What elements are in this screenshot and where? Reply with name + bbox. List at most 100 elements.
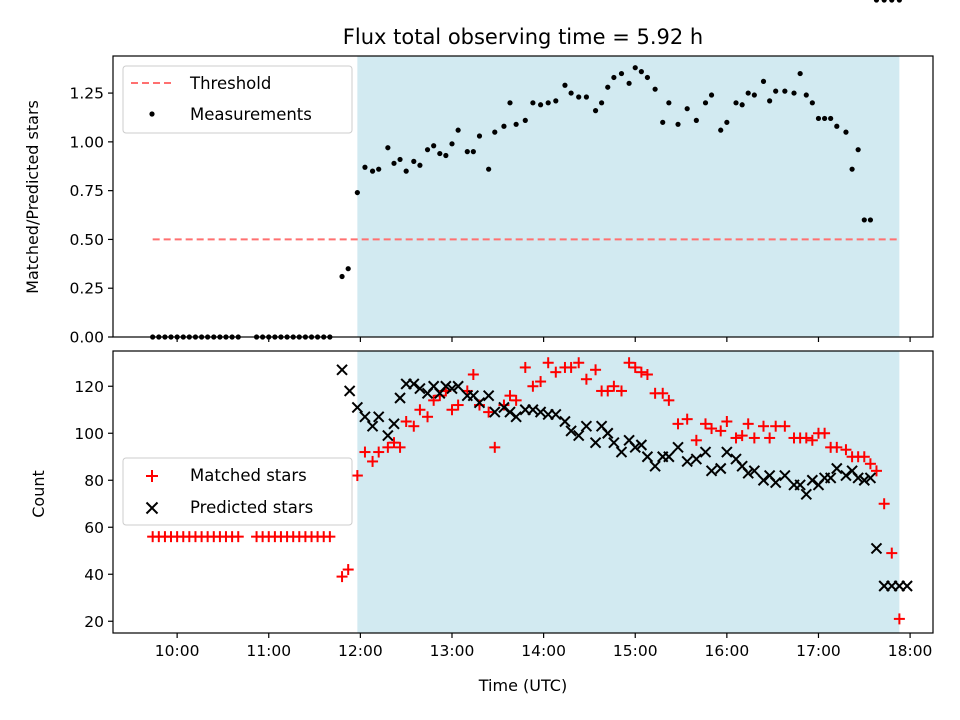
matched-star-point: [400, 416, 412, 427]
predicted-star-point: [580, 420, 593, 432]
measurement-point: [464, 149, 470, 155]
measurement-point: [411, 158, 417, 164]
matched-star-point: [428, 394, 440, 406]
measurement-point: [751, 92, 757, 98]
predicted-star-point: [757, 474, 770, 486]
matched-star-point: [663, 394, 675, 406]
measurement-point: [537, 102, 544, 108]
bottom-y-axis-label: Count: [29, 470, 48, 518]
predicted-stars-series: [336, 364, 913, 592]
matched-star-point: [483, 406, 495, 418]
measurement-point: [437, 150, 443, 157]
top-x-axis-ticks: [176, 337, 911, 342]
matched-star-point: [336, 571, 348, 583]
predicted-star-point: [641, 451, 654, 463]
predicted-star-point: [372, 411, 385, 423]
y-tick-label: 40: [84, 566, 104, 584]
measurement-point: [822, 115, 828, 122]
y-tick-label: 60: [84, 519, 104, 537]
matched-star-point: [608, 380, 620, 392]
predicted-star-point: [408, 378, 420, 390]
matched-star-point: [351, 470, 363, 482]
measurement-point: [369, 168, 376, 174]
predicted-star-point: [690, 453, 703, 465]
measurement-point: [733, 100, 739, 106]
measurement-point: [867, 217, 874, 223]
matched-star-point: [858, 451, 870, 463]
predicted-star-point: [446, 382, 458, 395]
measurement-point: [828, 115, 834, 122]
matched-star-point: [635, 366, 647, 378]
predicted-star-point: [663, 451, 675, 463]
predicted-star-point: [602, 427, 614, 439]
measurement-point: [618, 70, 625, 77]
matched-star-point: [715, 425, 727, 437]
matched-star-point: [324, 531, 336, 543]
measurement-point: [568, 90, 574, 96]
predicted-star-point: [649, 460, 661, 472]
predicted-star-point: [858, 474, 870, 486]
matched-star-point: [615, 385, 627, 397]
predicted-star-point: [608, 436, 620, 449]
measurement-point: [530, 100, 536, 106]
measurement-point: [470, 149, 476, 155]
measurement-point: [553, 98, 559, 104]
x-tick-label: 12:00: [338, 642, 383, 660]
predicted-stars-legend-swatch: [145, 501, 159, 515]
predicted-star-point: [864, 472, 877, 484]
measurement-point: [849, 166, 855, 172]
measurement-point: [576, 94, 582, 100]
matched-star-point: [510, 394, 522, 406]
predicted-star-point: [336, 364, 348, 376]
predicted-star-point: [343, 385, 356, 397]
predicted-star-point: [510, 411, 522, 423]
predicted-stars-legend-label: Predicted stars: [190, 498, 313, 517]
bottom-panel-frame: [112, 350, 934, 634]
measurement-point: [809, 100, 815, 106]
matched-star-point: [840, 444, 852, 456]
matched-star-point: [422, 411, 434, 423]
bottom-panel: 20 40 60 80 100 120 10:00 11:00 12:00 13:00 14:00…: [29, 350, 934, 695]
y-tick-label: 0.50: [69, 231, 104, 249]
observing-window-span: [357, 56, 900, 337]
y-tick-label: 0.25: [69, 280, 104, 298]
predicted-star-point: [572, 429, 585, 442]
x-tick-label: 16:00: [705, 642, 750, 660]
matched-star-point: [806, 434, 818, 446]
predicted-star-point: [769, 476, 782, 489]
matched-star-point: [232, 531, 244, 543]
measurement-point: [896, 0, 902, 3]
predicted-star-point: [559, 415, 571, 428]
measurement-point: [592, 108, 599, 114]
measurement-point: [611, 74, 617, 81]
predicted-star-point: [806, 474, 819, 486]
measurement-point: [455, 127, 461, 133]
matched-star-point: [764, 432, 776, 444]
matched-star-point: [878, 498, 890, 510]
predicted-star-point: [870, 542, 883, 555]
measurement-point: [797, 70, 803, 77]
measurement-point: [693, 117, 699, 123]
predicted-star-point: [394, 392, 406, 404]
matched-star-point: [580, 373, 592, 385]
matched-star-point: [629, 361, 641, 373]
matched-star-point: [504, 390, 516, 402]
measurement-point: [666, 100, 672, 106]
matched-star-point: [394, 441, 406, 453]
matched-star-point: [800, 432, 812, 444]
measurement-point: [873, 0, 880, 3]
matched-star-point: [831, 441, 843, 453]
measurement-point: [345, 266, 351, 272]
measurement-point: [843, 129, 849, 135]
predicted-star-point: [527, 404, 539, 416]
matched-star-point: [623, 357, 635, 369]
matched-star-point: [467, 369, 479, 380]
predicted-star-point: [473, 396, 486, 409]
matched-star-point: [672, 418, 684, 430]
predicted-star-point: [699, 446, 712, 458]
predicted-star-point: [831, 462, 843, 475]
predicted-star-point: [852, 472, 864, 484]
matched-star-point: [758, 420, 770, 432]
predicted-star-point: [359, 411, 371, 423]
predicted-star-point: [366, 420, 379, 432]
